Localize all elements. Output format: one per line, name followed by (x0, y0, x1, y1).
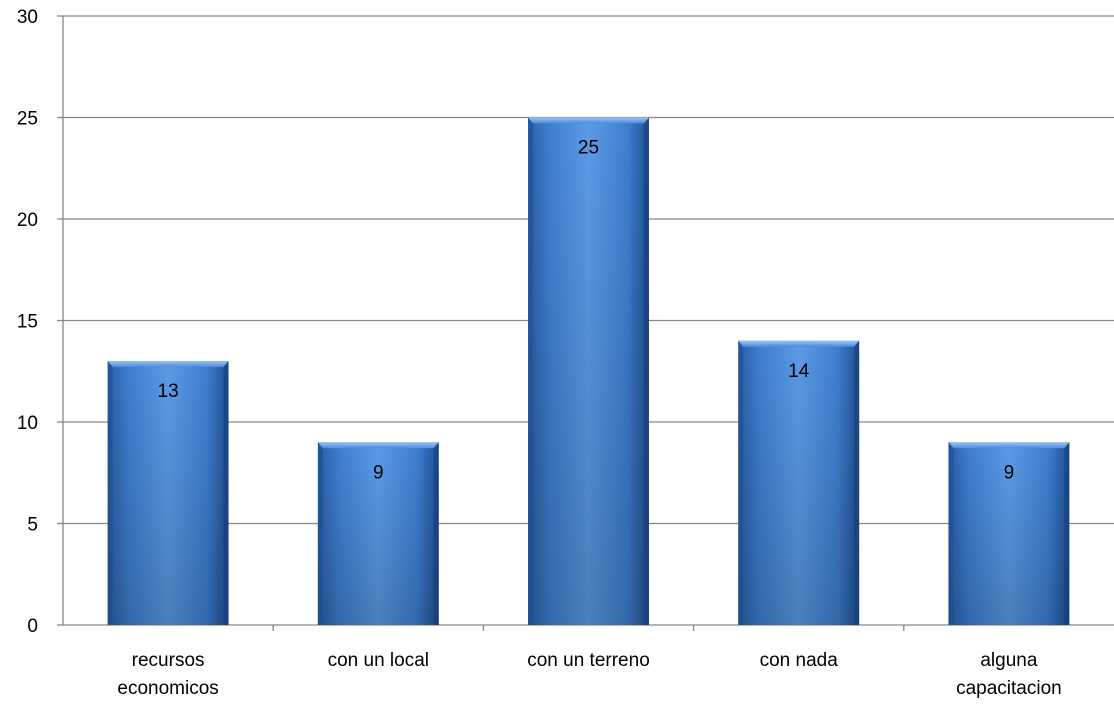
bar-shade (948, 442, 1070, 625)
bar-edge-left (528, 117, 534, 625)
bar-cap (738, 340, 860, 347)
y-tick-label: 15 (17, 312, 38, 333)
bar-edge-left (107, 361, 113, 625)
x-category-label: con un local (328, 650, 429, 671)
bar (738, 340, 860, 625)
data-label: 9 (1004, 462, 1015, 483)
bar-cap (107, 361, 229, 368)
x-category-label-line: alguna (980, 650, 1037, 671)
bar-edge-left (948, 442, 954, 625)
x-category-label-line: con nada (760, 650, 839, 671)
y-tick-label: 20 (17, 210, 38, 231)
x-category-label: con un terreno (527, 650, 650, 671)
y-tick-label: 30 (17, 7, 38, 28)
x-category-label-line: con un terreno (527, 650, 650, 671)
bar-edge-right (1064, 442, 1070, 625)
bar-shade (738, 340, 860, 625)
bar (107, 361, 229, 625)
y-tick-label: 10 (17, 413, 38, 434)
data-label: 13 (158, 381, 179, 402)
bar-edge-right (223, 361, 229, 625)
bar (948, 442, 1070, 625)
bars (107, 117, 1070, 625)
data-label: 9 (373, 462, 384, 483)
bar-shade (528, 117, 649, 625)
x-category-label-line: capacitacion (956, 678, 1062, 699)
x-category-label: con nada (760, 650, 839, 671)
bar-edge-left (738, 340, 744, 625)
bar-shade (107, 361, 229, 625)
bar-shade (317, 442, 439, 625)
x-category-label-line: economicos (117, 678, 218, 699)
data-label: 25 (578, 138, 599, 159)
bar-edge-right (854, 340, 860, 625)
x-category-label-line: recursos (132, 650, 205, 671)
y-tick-label: 0 (27, 616, 38, 637)
bar-edge-left (317, 442, 323, 625)
bar-cap (317, 442, 439, 449)
bar-cap (948, 442, 1070, 449)
bar (317, 442, 439, 625)
bar-cap (528, 117, 649, 124)
bar-edge-right (643, 117, 649, 625)
bar-edge-right (433, 442, 439, 625)
x-category-label: recursos economicos (117, 650, 218, 699)
y-tick-label: 25 (17, 109, 38, 130)
labels: 13 recursos economicos 9 con un local 25 con u… (117, 138, 1061, 700)
x-category-label-line: con un local (328, 650, 429, 671)
bar (528, 117, 649, 625)
data-label: 14 (788, 361, 810, 382)
y-tick-label: 5 (27, 515, 38, 536)
x-category-label: alguna capacitacion (956, 650, 1062, 699)
